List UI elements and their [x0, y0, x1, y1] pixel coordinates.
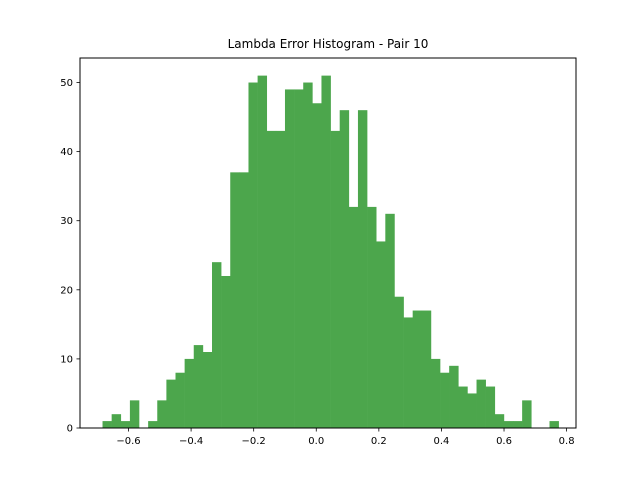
histogram-bar [549, 421, 559, 428]
histogram-bar [266, 130, 277, 428]
histogram-bar [294, 89, 304, 428]
histogram-bar [239, 172, 249, 428]
histogram-bar [157, 400, 167, 428]
histogram-bar [312, 103, 322, 428]
y-tick-label: 10 [60, 354, 73, 365]
histogram-bar [230, 172, 240, 428]
histogram-bar [175, 372, 185, 428]
x-tick-label: 0.4 [433, 436, 449, 447]
histogram-bar [202, 352, 213, 428]
histogram-bar [476, 379, 486, 428]
histogram-bar [376, 241, 386, 428]
histogram-bar [458, 386, 468, 428]
histogram-bar [385, 213, 395, 428]
histogram-bar [129, 400, 140, 428]
histogram-bar [166, 379, 176, 428]
histogram-bar [184, 358, 195, 428]
x-tick-label: −0.4 [179, 436, 203, 447]
histogram-bar [330, 130, 340, 428]
histogram-bar [503, 421, 514, 428]
histogram-bar [357, 110, 368, 429]
histogram-bar [449, 365, 459, 428]
plot-frame [79, 57, 577, 429]
histogram-bars [102, 75, 559, 429]
histogram-bar [321, 75, 331, 429]
histogram-bar [111, 414, 122, 428]
y-axis: 0 10 20 30 40 50 [60, 78, 80, 435]
histogram-bar [412, 310, 423, 428]
histogram-bar [148, 421, 158, 428]
histogram-bar [494, 414, 505, 428]
histogram-bar [339, 110, 350, 429]
histogram-bar [485, 386, 496, 428]
histogram-bar [513, 421, 523, 428]
x-tick-label: −0.2 [242, 436, 266, 447]
x-tick-label: 0.2 [371, 436, 387, 447]
chart-title: Lambda Error Histogram - Pair 10 [228, 37, 429, 51]
histogram-bar [403, 317, 413, 428]
x-axis: −0.6 −0.4 −0.2 0.0 0.2 0.4 0.6 0.8 [116, 428, 575, 447]
x-tick-label: 0.8 [559, 436, 575, 447]
histogram-bar [467, 393, 477, 428]
y-tick-label: 0 [67, 424, 73, 435]
histogram-bar [394, 296, 404, 428]
y-tick-label: 40 [60, 147, 73, 158]
y-tick-label: 30 [60, 216, 73, 227]
x-tick-label: −0.6 [116, 436, 140, 447]
x-tick-label: 0.6 [496, 436, 512, 447]
histogram-bar [275, 130, 286, 428]
histogram-bar [367, 206, 377, 428]
histogram-bar [193, 345, 204, 428]
y-tick-label: 20 [60, 285, 73, 296]
histogram-bar [221, 275, 231, 428]
histogram-bar [248, 82, 258, 428]
histogram-bar [348, 206, 359, 428]
histogram-bar [120, 421, 131, 428]
histogram-bar [522, 400, 532, 428]
histogram-bar [257, 75, 268, 429]
histogram-bar [284, 89, 295, 428]
histogram-bar [440, 372, 450, 428]
histogram-bar [430, 358, 441, 428]
histogram-bar [303, 82, 313, 428]
x-tick-label: 0.0 [308, 436, 324, 447]
histogram-bar [421, 310, 432, 428]
y-tick-label: 50 [60, 78, 73, 89]
histogram-bar [212, 262, 222, 428]
histogram-bar [102, 421, 112, 428]
